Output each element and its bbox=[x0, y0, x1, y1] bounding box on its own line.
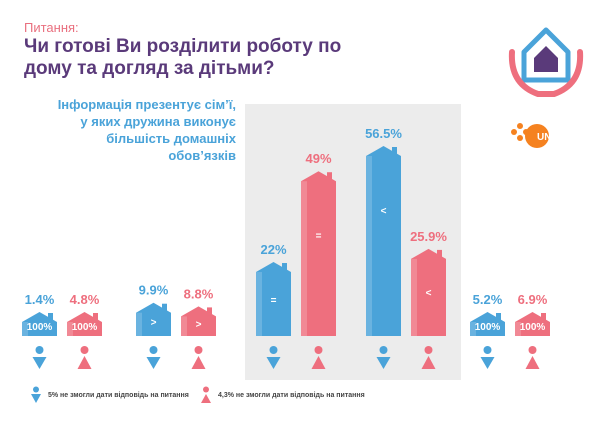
legend-female: 4,3% не змогли дати відповідь на питання bbox=[200, 386, 365, 404]
bar-chimney bbox=[392, 147, 397, 155]
female-icon bbox=[201, 386, 211, 403]
bar-inner-label: = bbox=[271, 295, 277, 306]
value-label: 8.8% bbox=[184, 286, 214, 301]
bar-inner-label: < bbox=[381, 206, 387, 217]
bar-female-3 bbox=[411, 248, 446, 336]
bar-chimney bbox=[541, 313, 546, 321]
bar-male-3 bbox=[366, 146, 401, 336]
value-label: 9.9% bbox=[139, 283, 169, 298]
male-icon bbox=[32, 346, 47, 369]
house-hands-logo bbox=[508, 27, 584, 97]
bar-inner-label: = bbox=[316, 231, 322, 242]
bar-shade bbox=[67, 322, 73, 336]
bar-female-2 bbox=[301, 171, 336, 336]
value-label: 1.4% bbox=[25, 292, 55, 307]
male-icon bbox=[480, 346, 495, 369]
bar-shade bbox=[181, 316, 187, 336]
bar-inner-label: 100% bbox=[475, 322, 501, 333]
bar-inner-label: > bbox=[196, 320, 202, 331]
value-label: 25.9% bbox=[410, 229, 447, 244]
bar-inner-label: 100% bbox=[27, 322, 53, 333]
bar-chimney bbox=[48, 313, 53, 321]
bar-chimney bbox=[327, 172, 332, 181]
bar-chimney bbox=[162, 303, 167, 312]
bar-shade bbox=[256, 272, 262, 336]
bar-chimney bbox=[496, 313, 501, 321]
bar-chimney bbox=[282, 263, 287, 272]
value-label: 4.8% bbox=[70, 292, 100, 307]
female-icon bbox=[77, 346, 92, 369]
unfpa-logo: UNFPA bbox=[511, 123, 571, 148]
legend-male: 5% не змогли дати відповідь на питання bbox=[30, 386, 189, 404]
page-title: Чи готові Ви розділити роботу по дому та… bbox=[24, 36, 342, 79]
bar-shade bbox=[22, 322, 28, 336]
value-label: 49% bbox=[305, 151, 331, 166]
bar-shade bbox=[515, 322, 521, 336]
bar-shade bbox=[301, 181, 307, 336]
female-icon bbox=[525, 346, 540, 369]
bar-male-2 bbox=[256, 262, 291, 336]
female-icon bbox=[311, 346, 326, 369]
legend-male-text: 5% не змогли дати відповідь на питання bbox=[48, 391, 189, 399]
bar-chimney bbox=[437, 249, 442, 258]
female-icon bbox=[421, 346, 436, 369]
legend-female-text: 4,3% не змогли дати відповідь на питання bbox=[218, 391, 365, 399]
male-icon bbox=[266, 346, 281, 369]
value-label: 6.9% bbox=[518, 292, 548, 307]
bar-shade bbox=[470, 322, 476, 336]
male-icon bbox=[376, 346, 391, 369]
bar-chimney bbox=[93, 313, 98, 321]
male-icon bbox=[31, 386, 41, 403]
subtitle: Інформація презентує сім’ї, у яких дружи… bbox=[57, 97, 236, 163]
bar-shade bbox=[366, 156, 372, 336]
bar-shade bbox=[411, 258, 417, 336]
bar-chimney bbox=[207, 307, 212, 316]
bar-inner-label: > bbox=[151, 318, 157, 329]
bar-shade bbox=[136, 312, 142, 336]
male-icon bbox=[146, 346, 161, 369]
bar-inner-label: < bbox=[426, 288, 432, 299]
value-label: 5.2% bbox=[473, 292, 503, 307]
value-label: 22% bbox=[260, 242, 286, 257]
bar-inner-label: 100% bbox=[72, 322, 98, 333]
unfpa-text: UNFPA bbox=[537, 132, 571, 143]
female-icon bbox=[191, 346, 206, 369]
question-label: Питання: bbox=[24, 20, 79, 35]
bar-inner-label: 100% bbox=[520, 322, 546, 333]
value-label: 56.5% bbox=[365, 126, 402, 141]
